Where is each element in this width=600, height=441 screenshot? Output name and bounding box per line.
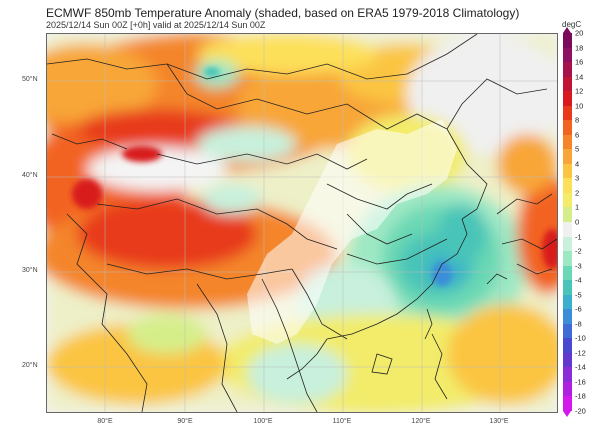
colorbar-segment <box>563 76 572 92</box>
lon-label-120e: 120°E <box>411 418 431 425</box>
colorbar-tick-label: -20 <box>575 406 586 416</box>
colorbar-tick-label: -5 <box>575 290 582 300</box>
colorbar-tick-label: -2 <box>575 246 582 256</box>
colorbar-segment <box>563 207 572 223</box>
colorbar-segment <box>563 251 572 267</box>
colorbar-segment <box>563 163 572 179</box>
colorbar-segment <box>563 265 572 281</box>
colorbar-tick-label: -1 <box>575 232 582 242</box>
colorbar-segment <box>563 120 572 136</box>
colorbar-tick-label: 10 <box>575 101 584 111</box>
anomaly-shading <box>47 34 557 412</box>
colorbar-segment <box>563 91 572 107</box>
colorbar-segment <box>563 236 572 252</box>
colorbar-tick-label: -12 <box>575 348 586 358</box>
colorbar-tick-label: 12 <box>575 86 584 96</box>
colorbar-tick-label: 14 <box>575 72 584 82</box>
title-block: ECMWF 850mb Temperature Anomaly (shaded,… <box>46 6 519 31</box>
colorbar-segment <box>563 352 572 368</box>
lat-label-20n: 20°N <box>22 362 38 369</box>
anomaly-map <box>46 33 558 413</box>
colorbar-tick-label: 1 <box>575 202 580 212</box>
colorbar-segment <box>563 192 572 208</box>
lat-label-30n: 30°N <box>22 267 38 274</box>
colorbar-tick-label: 8 <box>575 115 580 125</box>
valid-time-subtitle: 2025/12/14 Sun 00Z [+0h] valid at 2025/1… <box>46 20 266 30</box>
colorbar-segment <box>563 62 572 78</box>
colorbar-segment <box>563 33 572 49</box>
lon-label-80e: 80°E <box>97 418 113 425</box>
colorbar-tick-label: -8 <box>575 319 582 329</box>
colorbar-tick-label: 6 <box>575 130 580 140</box>
colorbar-segment <box>563 338 572 354</box>
colorbar-tick-label: 0 <box>575 217 580 227</box>
map-title: ECMWF 850mb Temperature Anomaly (shaded,… <box>46 6 520 20</box>
colorbar-tick-label: -16 <box>575 377 586 387</box>
colorbar-tick-label: 2 <box>575 188 580 198</box>
colorbar-tick-label: 20 <box>575 28 584 38</box>
colorbar-tick-label: 4 <box>575 159 580 169</box>
colorbar-segment <box>563 149 572 165</box>
colorbar-tick-label: -3 <box>575 261 582 271</box>
colorbar-extend-bottom <box>563 411 571 417</box>
colorbar-segment <box>563 178 572 194</box>
colorbar-tick-label: -6 <box>575 304 582 314</box>
coastlines-borders <box>47 34 557 412</box>
colorbar-tick-label: -4 <box>575 275 582 285</box>
colorbar-tick-label: -14 <box>575 362 586 372</box>
colorbar-tick-label: 5 <box>575 144 580 154</box>
colorbar-unit: degC <box>562 20 582 29</box>
lon-label-110e: 110°E <box>332 418 352 425</box>
colorbar-segment <box>563 280 572 296</box>
lat-label-50n: 50°N <box>22 76 38 83</box>
colorbar-segment <box>563 134 572 150</box>
colorbar-segment <box>563 367 572 383</box>
colorbar-tick-label: 16 <box>575 57 584 67</box>
colorbar-segment <box>563 381 572 397</box>
colorbar-segment <box>563 396 572 412</box>
colorbar-segment <box>563 323 572 339</box>
colorbar-segment <box>563 105 572 121</box>
lon-label-130e: 130°E <box>489 418 509 425</box>
lon-label-90e: 90°E <box>177 418 193 425</box>
colorbar-segment <box>563 294 572 310</box>
lat-label-40n: 40°N <box>22 172 38 179</box>
lon-label-100e: 100°E <box>253 418 273 425</box>
colorbar-tick-label: 3 <box>575 173 580 183</box>
colorbar-tick-label: -18 <box>575 391 586 401</box>
colorbar-tick-label: 18 <box>575 43 584 53</box>
anomaly-field-svg <box>47 34 557 412</box>
colorbar-segment <box>563 222 572 238</box>
colorbar-segment <box>563 309 572 325</box>
china-interior-overlay <box>247 119 457 344</box>
colorbar-segment <box>563 47 572 63</box>
anomaly-detail <box>72 67 557 286</box>
colorbar-tick-label: -10 <box>575 333 586 343</box>
colorbar-extend-top <box>563 27 571 33</box>
